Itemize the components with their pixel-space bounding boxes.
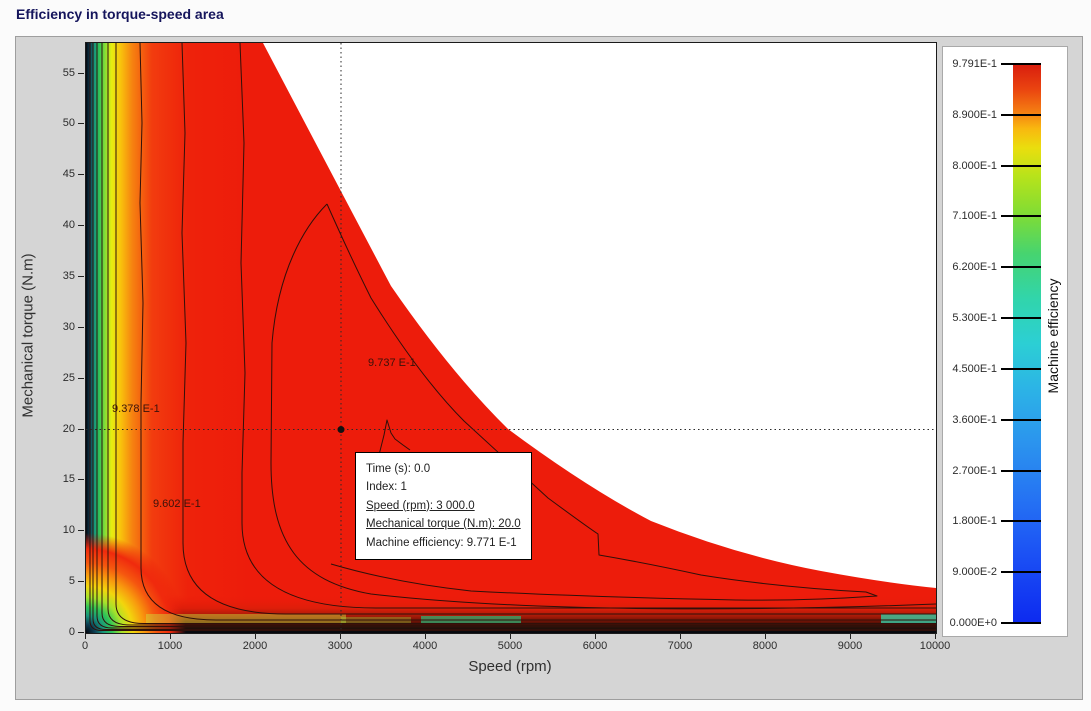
colorbar-tick-mark (1001, 317, 1041, 320)
y-axis-title: Mechanical torque (N.m) (19, 253, 37, 418)
colorbar-tick-mark (1001, 469, 1041, 472)
colorbar-tick-mark (1001, 266, 1041, 269)
colorbar-tick-mark (1001, 63, 1041, 65)
colorbar-tick-mark (1001, 367, 1041, 370)
page-title: Efficiency in torque-speed area (16, 6, 224, 22)
tooltip-line: Index: 1 (366, 481, 407, 494)
colorbar-tick-label: 8.000E-1 (952, 159, 997, 172)
colorbar-tick-mark (1001, 164, 1041, 167)
crosshair (86, 43, 936, 633)
colorbar-tick-label: 2.700E-1 (952, 464, 997, 477)
x-axis-title: Speed (rpm) (468, 658, 552, 675)
colorbar-tick-label: 3.600E-1 (952, 413, 997, 426)
colorbar-tick-label: 4.500E-1 (952, 362, 997, 375)
colorbar-panel: 9.791E-1 8.900E-1 8.000E-1 7.100E-1 6.200E-1… (942, 46, 1068, 637)
colorbar-tick-label: 7.100E-1 (952, 210, 997, 223)
colorbar-tick-mark (1001, 571, 1041, 574)
tooltip-line: Time (s): 0.0 (366, 462, 431, 475)
contour-plot-svg (86, 43, 936, 633)
colorbar-tick-label: 6.200E-1 (952, 261, 997, 274)
colorbar-tick-mark (1001, 418, 1041, 421)
colorbar-tick-label: 9.000E-2 (952, 566, 997, 579)
tooltip-line: Speed (rpm): 3 000.0 (366, 499, 475, 512)
contour-lines (89, 43, 936, 631)
colorbar-tick-mark (1001, 113, 1041, 116)
colorbar-tick-label: 8.900E-1 (952, 108, 997, 121)
selected-point-marker[interactable] (337, 426, 345, 434)
data-tooltip: Time (s): 0.0 Index: 1 Speed (rpm): 3 000.… (355, 451, 532, 561)
efficiency-field-region (86, 43, 936, 633)
colorbar-tick-mark (1001, 520, 1041, 523)
tooltip-line: Machine efficiency: 9.771 E-1 (366, 536, 517, 549)
colorbar-tick-label: 9.791E-1 (952, 58, 997, 70)
tooltip-line: Mechanical torque (N.m): 20.0 (366, 518, 521, 531)
colorbar-tick-label: 5.300E-1 (952, 312, 997, 325)
colorbar-tick-label: 0.000E+0 (949, 617, 997, 629)
colorbar-tick-label: 1.800E-1 (952, 515, 997, 528)
colorbar-title: Machine efficiency (1045, 278, 1061, 394)
colorbar-gradient (1013, 64, 1041, 623)
colorbar-tick-mark (1001, 215, 1041, 218)
colorbar-tick-mark (1001, 622, 1041, 624)
